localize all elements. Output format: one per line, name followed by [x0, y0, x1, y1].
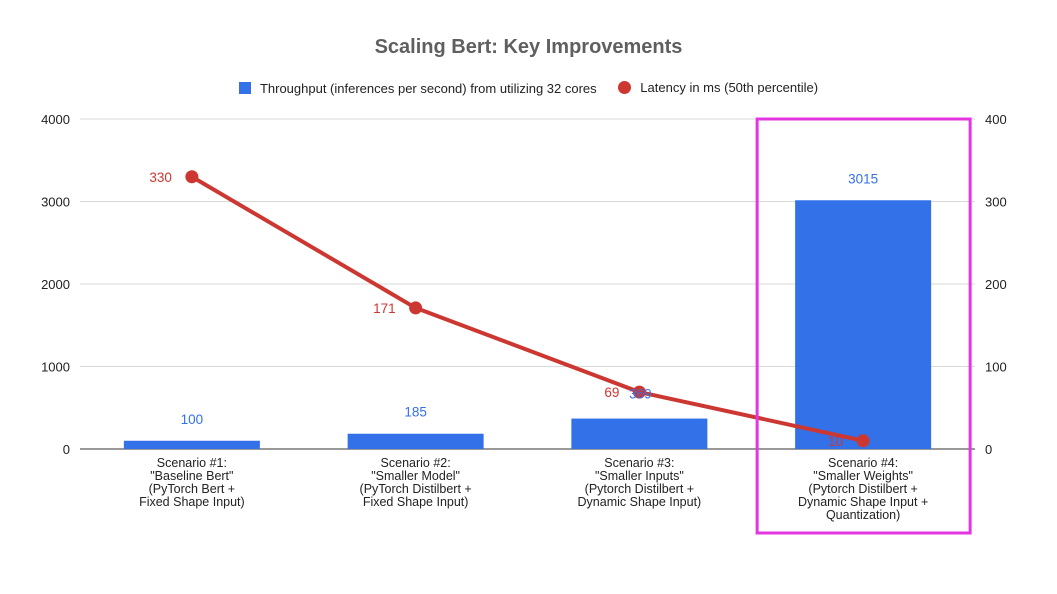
- x-tick-label: "Smaller Weights": [813, 469, 913, 483]
- y-right-tick-label: 200: [985, 277, 1007, 292]
- x-tick-label: Fixed Shape Input): [363, 495, 469, 509]
- bar: [123, 440, 260, 449]
- latency-point: [409, 301, 423, 315]
- y-right-tick-label: 0: [985, 442, 992, 457]
- legend: Throughput (inferences per second) from …: [0, 80, 1057, 97]
- throughput-swatch: [238, 82, 251, 94]
- highlight-box: [755, 117, 972, 535]
- legend-item-latency: Latency in ms (50th percentile): [618, 80, 818, 95]
- y-right-tick-label: 300: [985, 195, 1007, 210]
- x-tick-label: (PyTorch Distilbert +: [360, 482, 472, 496]
- chart-title: Scaling Bert: Key Improvements: [374, 36, 683, 58]
- x-tick-label: (Pytorch Distilbert +: [808, 482, 917, 496]
- bar: [795, 200, 932, 449]
- x-tick-label: (PyTorch Bert +: [149, 482, 236, 496]
- line-data-label: 69: [604, 385, 619, 400]
- x-tick-label: Dynamic Shape Input): [578, 495, 702, 509]
- x-tick-label: (Pytorch Distilbert +: [585, 482, 694, 496]
- legend-item-throughput: Throughput (inferences per second) from …: [238, 80, 597, 96]
- y-right-tick-label: 100: [985, 360, 1007, 375]
- y-left-tick-label: 3000: [41, 195, 70, 210]
- line-data-label: 171: [373, 301, 396, 316]
- line-data-label: 10: [828, 434, 843, 449]
- latency-line: [190, 175, 864, 443]
- legend-label-latency: Latency in ms (50th percentile): [640, 80, 819, 95]
- bar-data-label: 185: [404, 405, 427, 420]
- x-tick-label: Scenario #4:: [828, 456, 898, 470]
- x-tick-label: "Smaller Model": [371, 469, 460, 483]
- latency-point: [185, 170, 199, 184]
- x-tick-label: Quantization): [826, 508, 900, 522]
- x-tick-label: Scenario #1:: [157, 456, 227, 470]
- legend-label-throughput: Throughput (inferences per second) from …: [259, 80, 597, 96]
- y-right-tick-label: 400: [985, 112, 1007, 127]
- latency-point: [632, 385, 646, 399]
- y-left-tick-label: 1000: [41, 360, 70, 375]
- bar-data-label: 369: [629, 387, 652, 402]
- y-left-tick-label: 4000: [41, 112, 70, 127]
- x-tick-label: "Baseline Bert": [150, 469, 233, 483]
- bar: [571, 418, 708, 449]
- x-tick-label: Fixed Shape Input): [139, 495, 245, 509]
- x-tick-label: Scenario #2:: [381, 456, 451, 470]
- y-left-tick-label: 2000: [41, 277, 70, 292]
- y-left-tick-label: 0: [63, 442, 70, 457]
- latency-swatch: [618, 81, 632, 94]
- x-tick-label: Dynamic Shape Input +: [798, 495, 928, 509]
- bar: [347, 433, 484, 449]
- bar-data-label: 3015: [848, 171, 878, 186]
- line-data-label: 330: [149, 170, 172, 185]
- x-tick-label: "Smaller Inputs": [595, 469, 684, 483]
- latency-point: [856, 434, 870, 448]
- x-tick-label: Scenario #3:: [604, 456, 674, 470]
- bar-data-label: 100: [181, 412, 204, 427]
